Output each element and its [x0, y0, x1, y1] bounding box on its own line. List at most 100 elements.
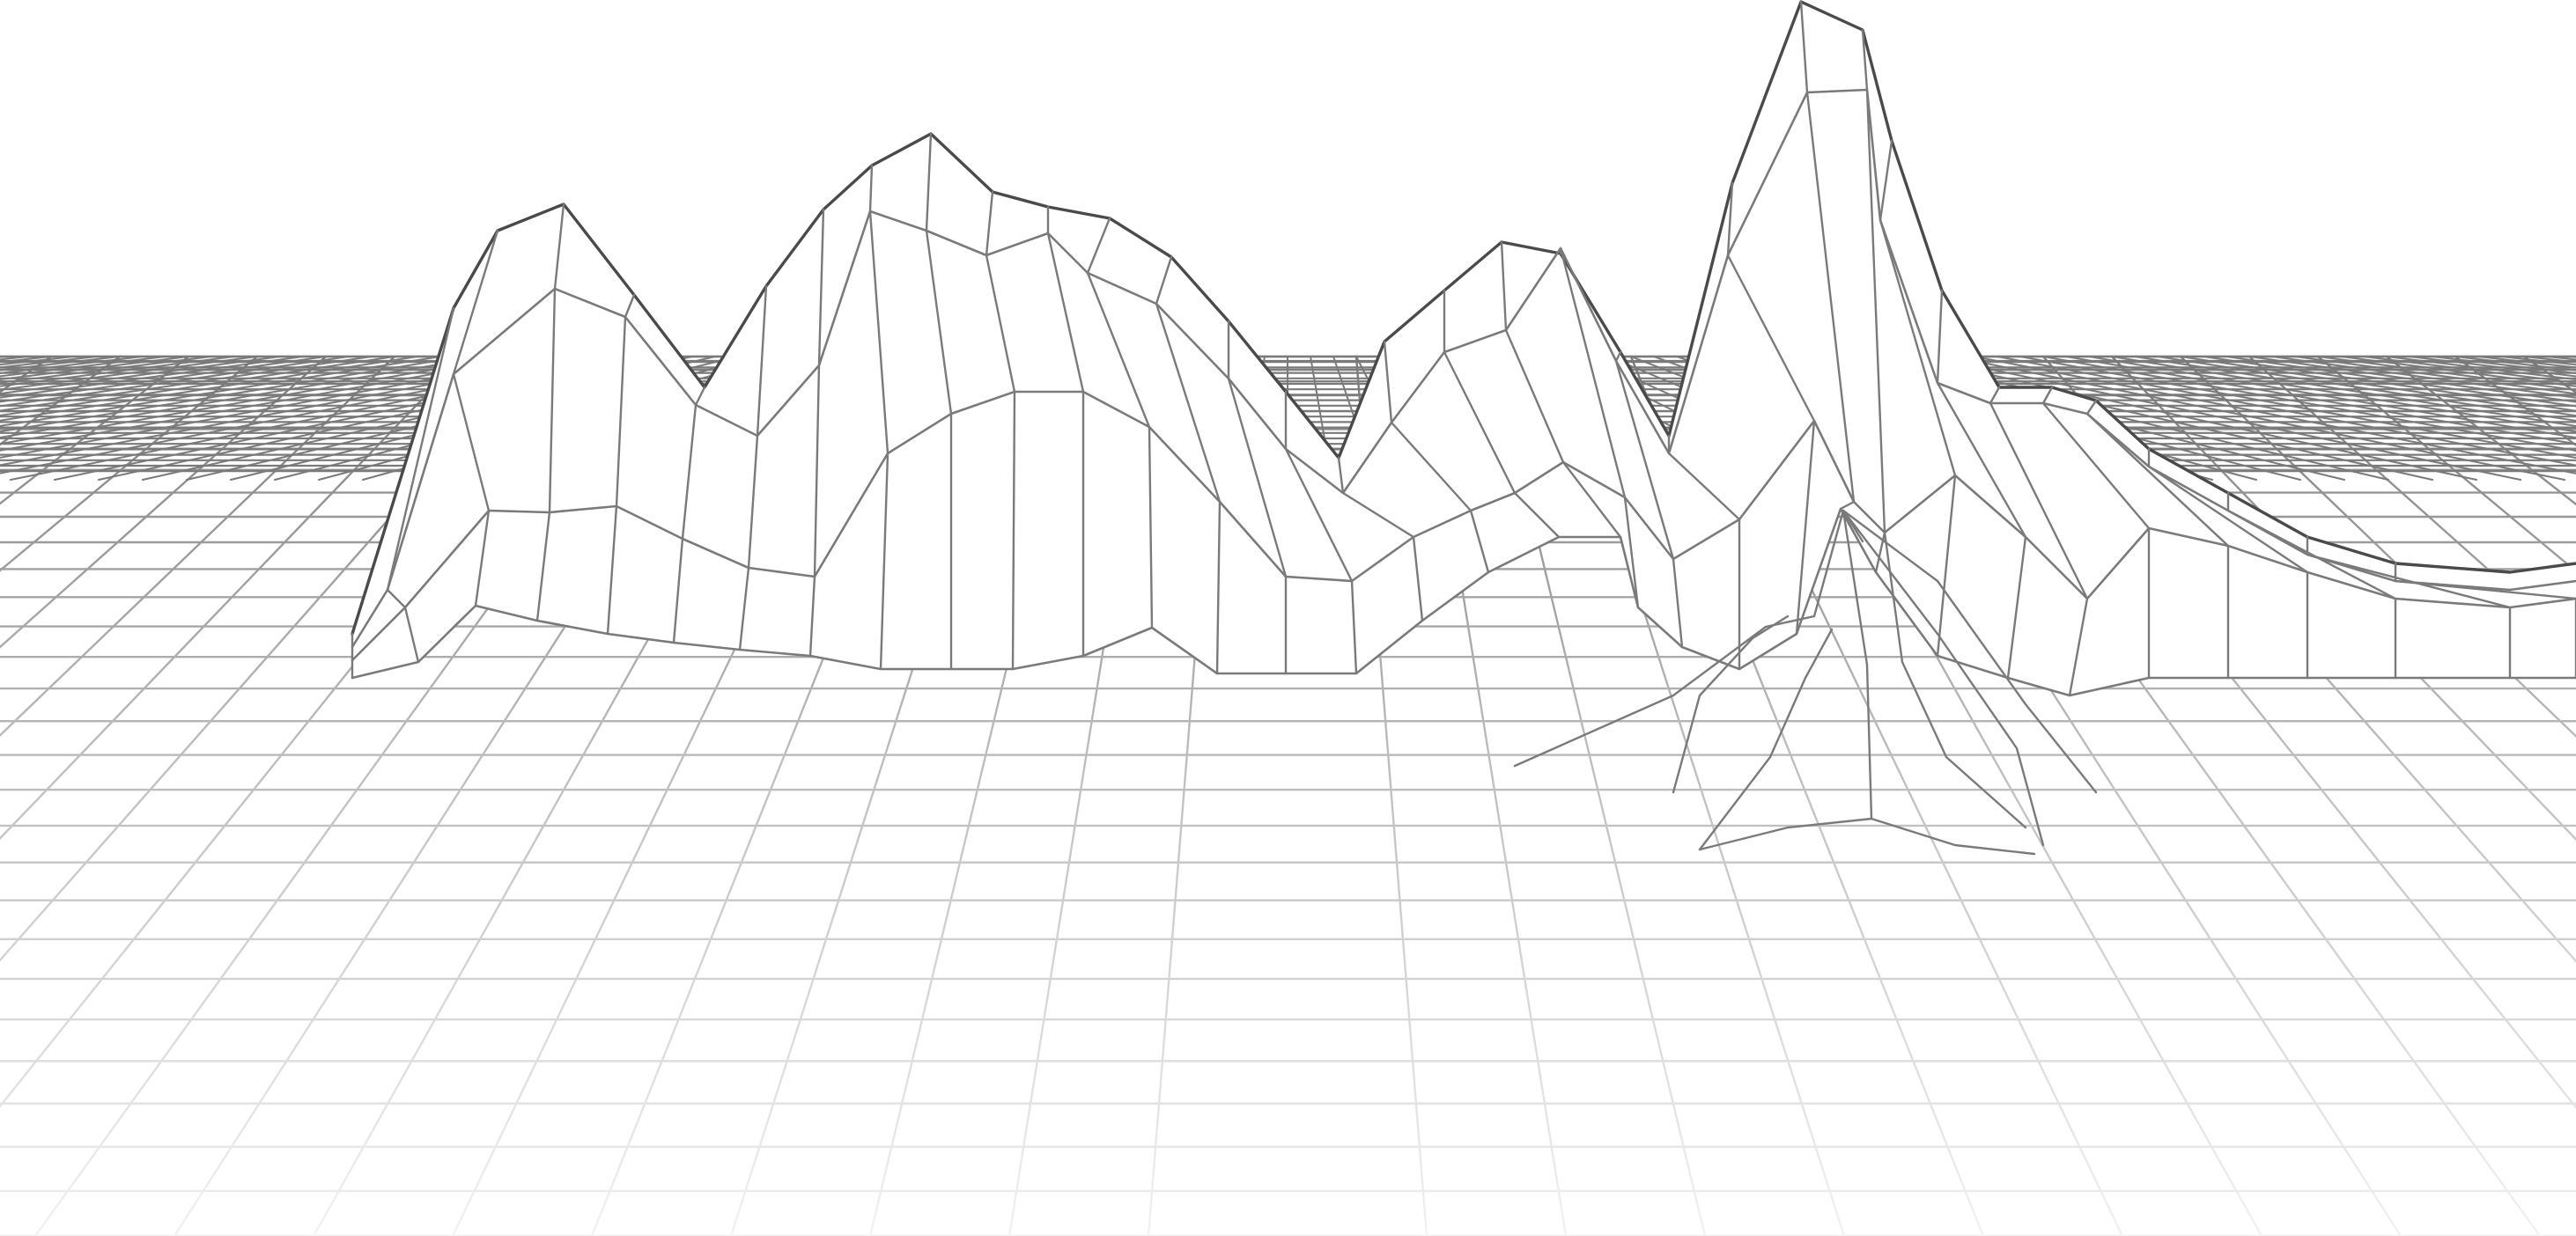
mountain-column-line — [2085, 399, 2230, 680]
horizon-grid-column — [0, 356, 395, 417]
mountain-facet-line — [1698, 628, 1834, 851]
mountain-facet-line — [1842, 509, 1873, 820]
mountain-column-line — [2226, 491, 2397, 680]
mountain-column-line — [1989, 386, 2089, 697]
mountain-column-line — [1337, 456, 1424, 622]
mountain-column-line — [2147, 447, 2309, 680]
horizon-grid-column — [0, 356, 533, 452]
mountain-column-line — [1936, 289, 2027, 680]
mountain-column-line — [452, 229, 499, 607]
horizon-grid-column — [0, 356, 281, 395]
mountain-face — [1989, 386, 2053, 404]
horizon-grid-column — [0, 356, 235, 387]
mountain-column-line — [535, 202, 565, 622]
horizon-grid-column — [0, 356, 373, 412]
mountain-column-line — [606, 293, 636, 636]
horizon-grid-column — [2317, 356, 2576, 391]
horizon-grid-column — [1928, 356, 2521, 481]
floor-grid-column — [0, 355, 396, 738]
horizon-grid-column — [1974, 356, 2576, 475]
horizon-grid-column — [0, 356, 350, 408]
mountain-face — [2509, 598, 2576, 679]
mountain-face — [549, 288, 626, 513]
mountain-face — [739, 567, 816, 657]
mountain-column-line — [738, 284, 768, 651]
floor-grid-column — [0, 355, 328, 649]
horizon-grid-column — [0, 356, 510, 445]
horizon-grid-column — [0, 356, 464, 433]
horizon-grid-column — [2180, 356, 2576, 417]
horizon-grid-column — [0, 356, 258, 391]
mountain-column-line — [808, 208, 825, 658]
horizon-grid-column — [2019, 356, 2576, 460]
horizon-grid-column — [1905, 356, 2477, 481]
mountain-face — [1285, 576, 1357, 674]
horizon-grid-column — [2271, 356, 2576, 399]
mountain-column-line — [1726, 181, 1816, 636]
mountain-column-line — [1667, 434, 1741, 671]
mountain-column-line — [1799, 0, 1856, 511]
mountain-column-line — [1614, 350, 1684, 649]
mountain-face — [950, 391, 1015, 670]
horizon-grid-column — [2225, 356, 2576, 408]
mountain-column-line — [925, 132, 953, 671]
floor-grid-column — [2179, 355, 2576, 738]
horizon-grid-column — [2134, 356, 2576, 427]
floor-grid-column — [2248, 355, 2576, 650]
mountain-face — [1082, 391, 1153, 657]
mountain-facet-line — [1842, 509, 2098, 794]
mountain-column-line — [386, 306, 455, 664]
horizon-grid-column — [2111, 356, 2576, 433]
horizon-grid-column — [2363, 356, 2576, 384]
horizon-grid-column — [2157, 356, 2576, 422]
floor-grid-column — [2110, 355, 2576, 842]
mountain-column-line — [1284, 390, 1358, 675]
mountain-column-line — [1046, 205, 1085, 658]
horizon-grid-column — [0, 356, 304, 399]
mountain-column-line — [2394, 562, 2576, 680]
horizon-grid-column — [0, 356, 487, 439]
mountain-column-line — [1155, 255, 1222, 675]
horizon-grid-column — [2088, 356, 2576, 439]
mountain-column-line — [1227, 320, 1288, 675]
mountain-column-line — [1559, 246, 1640, 609]
horizon-grid-column — [0, 356, 189, 381]
mountain-column-line — [1878, 139, 1957, 658]
horizon-grid-column — [2294, 356, 2576, 395]
mountain-column-line — [2306, 535, 2512, 680]
mountain-column-line — [1383, 340, 1490, 574]
mountain-column-line — [2041, 386, 2151, 680]
horizon-grid-column — [0, 356, 327, 403]
horizon-grid-column — [2248, 356, 2576, 403]
floor-grid-column — [2385, 355, 2576, 506]
horizon-grid-column — [1951, 356, 2565, 481]
mountain-column-line — [672, 386, 706, 644]
floor-grid-column — [0, 355, 465, 841]
mountain-column-line — [1443, 289, 1561, 539]
mountain-face — [2148, 527, 2229, 679]
mountain-facet-line — [1883, 531, 2027, 829]
mountain-column-line — [1861, 28, 1886, 574]
horizon-grid-column — [1997, 356, 2576, 467]
mountain-face — [1012, 391, 1084, 670]
floor-grid-column — [0, 355, 190, 505]
mountain-facet-line — [1698, 817, 2036, 856]
mountain-column-line — [1086, 217, 1154, 629]
mountain-column-line — [985, 190, 1016, 671]
floor-grid-column — [2316, 355, 2576, 573]
floor-grid-column — [0, 355, 259, 572]
horizon-grid-column — [0, 356, 441, 427]
horizon-grid-column — [2203, 356, 2576, 412]
horizon-grid-column — [2386, 356, 2576, 381]
mountain-mesh — [351, 0, 2576, 856]
horizon-grid-column — [0, 356, 212, 384]
mountain-column-line — [1500, 240, 1622, 539]
horizon-grid-column — [2065, 356, 2576, 445]
horizon-grid-column — [0, 356, 418, 422]
mountain-face — [2395, 598, 2511, 679]
mountain-facet-line — [1672, 614, 1790, 794]
mountain-column-line — [868, 164, 889, 671]
horizon-grid-column — [2340, 356, 2576, 387]
